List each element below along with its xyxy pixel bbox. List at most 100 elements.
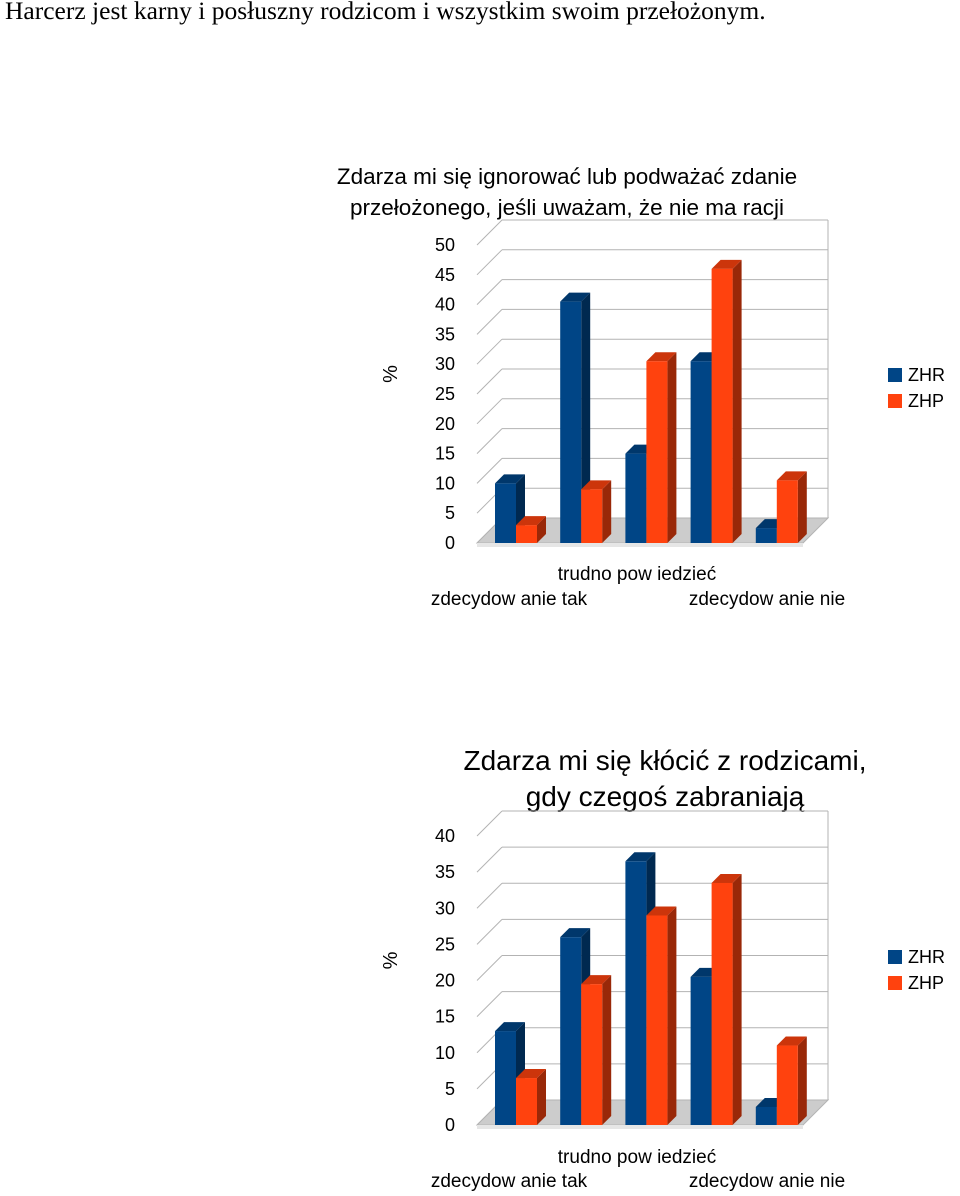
bar [711,873,742,1125]
bar [646,352,677,543]
bar-side [732,873,742,1125]
bar-top [711,873,742,883]
bar-front [516,525,537,543]
bar-front [690,361,712,543]
bar-side [602,480,612,543]
legend-label: ZHP [908,391,944,411]
y-axis-label: % [380,951,402,969]
gridline-depth [476,991,503,1017]
bar-top [646,352,677,362]
x-tick-label: zdecydow anie nie [689,589,845,610]
legend-swatch [888,976,902,990]
bar-front [581,984,603,1125]
bar-side [797,1036,807,1125]
bar [516,516,546,543]
gridline-depth [476,882,503,909]
y-tick-label: 50 [435,235,455,255]
bar-side [667,352,677,543]
bar-top [581,975,612,985]
bar-side [667,906,677,1125]
y-tick-label: 25 [435,384,455,404]
bar [560,292,591,543]
y-tick-label: 30 [435,898,455,918]
y-tick-label: 40 [435,295,455,315]
y-axis-label: % [380,365,402,383]
chart-arguing-with-parents: Zdarza mi się kłócić z rodzicami, gdy cze… [380,745,945,1192]
bar [776,471,807,543]
gridline-depth [476,846,503,873]
bar-top [711,259,742,269]
gridline-depth [476,919,503,945]
gridline-depth [476,398,503,425]
bar-side [537,516,546,543]
bar [776,1036,807,1125]
bar-front [560,301,582,543]
bar-top [560,928,591,938]
bar-front [625,453,647,543]
x-tick-label: zdecydow anie nie [689,1171,845,1192]
bar-top [495,1022,525,1032]
page-heading: Harcerz jest karny i posłuszny rodzicom … [5,0,766,25]
bar-front [711,882,733,1125]
gridline-depth [476,368,503,395]
y-tick-label: 10 [435,473,455,493]
bar-front [776,1045,798,1125]
y-tick-label: 45 [435,265,455,285]
x-tick-label: zdecydow anie tak [431,589,588,610]
bar-top [646,906,677,916]
bar-side [797,471,807,543]
y-tick-label: 40 [435,826,455,846]
bar-front [646,915,668,1125]
bar [581,480,612,543]
gridline-depth [476,338,503,365]
legend-swatch [888,368,902,382]
bar-top [516,1069,546,1079]
gridline-depth [476,279,503,305]
bar [516,1069,546,1125]
bar-top [516,516,546,526]
chart-floor-edge [477,543,803,547]
bar-front [581,489,603,543]
bar-front [755,528,777,543]
gridline-depth [476,428,503,454]
bar-side [537,1069,546,1125]
chart-title-line: Zdarza mi się kłócić z rodzicami, [464,745,867,776]
bar [646,906,677,1125]
gridline-depth [476,810,503,837]
bar-front [690,976,712,1125]
gridline-depth [476,219,503,246]
y-tick-label: 5 [445,1079,455,1099]
y-tick-label: 20 [435,971,455,991]
bar [711,259,742,543]
gridline-depth [476,955,503,981]
bar-front [495,1031,516,1125]
y-tick-label: 10 [435,1043,455,1063]
bar-top [560,292,591,302]
x-tick-label: trudno pow iedzieć [558,1147,716,1168]
bar [581,975,612,1125]
legend-label: ZHP [908,973,944,993]
chart-title-line: przełożonego, jeśli uważam, że nie ma ra… [350,195,784,220]
bar-side [732,259,742,543]
bar-side [602,975,612,1125]
y-tick-label: 15 [435,444,455,464]
gridline-depth [476,309,503,335]
bar-top [495,474,525,484]
y-tick-label: 0 [445,533,455,553]
gridline-depth [476,458,503,484]
chart-floor-edge [477,1125,803,1129]
legend-label: ZHR [908,947,945,967]
bar-front [495,483,516,543]
bar-side [581,292,591,543]
legend-label: ZHR [908,365,945,385]
y-tick-label: 35 [435,324,455,344]
bar-front [516,1078,537,1125]
y-tick-label: 15 [435,1007,455,1027]
y-tick-label: 0 [445,1115,455,1135]
bar-front [625,861,647,1125]
bar-top [776,1036,807,1046]
bar-front [755,1106,777,1125]
bar-front [560,937,582,1125]
chart-title-line: gdy czegoś zabraniają [526,781,805,812]
y-tick-label: 35 [435,862,455,882]
